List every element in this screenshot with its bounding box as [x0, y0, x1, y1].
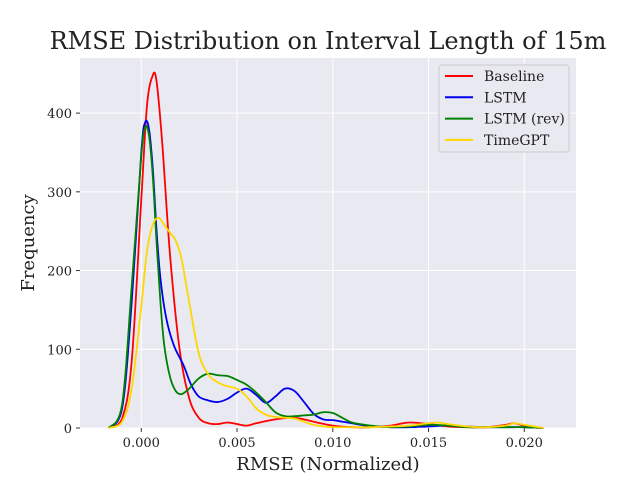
chart-title: RMSE Distribution on Interval Length of …	[50, 27, 607, 55]
legend: Baseline LSTM LSTM (rev) TimeGPT	[438, 64, 570, 153]
legend-label-lstm: LSTM	[484, 90, 527, 106]
y-tick-label: 100	[47, 343, 72, 358]
legend-label-lstm-rev: LSTM (rev)	[484, 112, 565, 128]
series-line-timegpt	[108, 216, 544, 429]
x-tick-label: 0.005	[218, 436, 255, 451]
y-tick-label: 300	[47, 186, 72, 201]
legend-box	[438, 64, 570, 153]
y-tick-label: 200	[47, 265, 72, 280]
legend-label-baseline: Baseline	[484, 69, 544, 85]
y-tick-label: 400	[47, 107, 72, 122]
x-tick-label: 0.010	[314, 436, 351, 451]
y-axis-label: Frequency	[18, 193, 39, 291]
series-layer	[107, 71, 544, 429]
legend-label-timegpt: TimeGPT	[484, 133, 550, 149]
x-axis-label: RMSE (Normalized)	[236, 454, 419, 475]
x-tick-label: 0.000	[123, 436, 160, 451]
y-tick-label: 0	[64, 422, 72, 437]
axis-ticks: 0.000 0.005 0.010 0.015 0.020 0 100 200 300 400	[47, 107, 543, 451]
x-tick-label: 0.020	[506, 436, 543, 451]
x-tick-label: 0.015	[410, 436, 447, 451]
